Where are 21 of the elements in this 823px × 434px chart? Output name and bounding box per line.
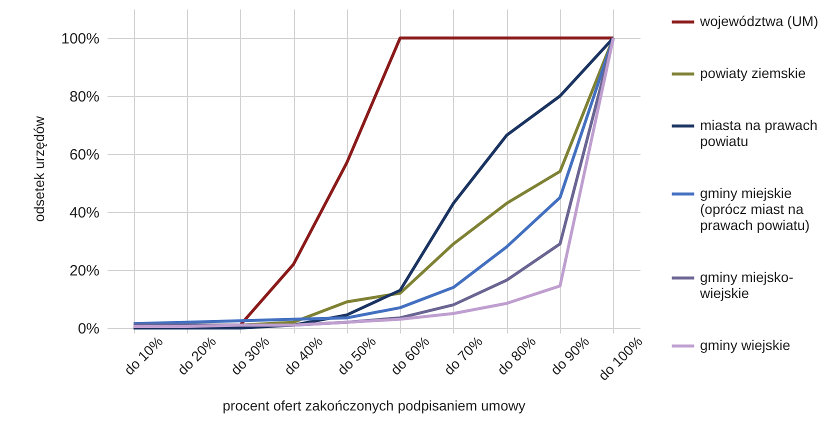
y-tick-label: 80%	[69, 88, 100, 106]
x-tick-label: do 60%	[387, 333, 432, 378]
y-axis-title: odsetek urzędów	[31, 115, 48, 222]
x-tick-label: do 70%	[440, 333, 486, 378]
legend-label: gminy wiejskie	[700, 337, 790, 353]
y-tick-label: 0%	[78, 320, 100, 338]
x-tick-label: do 90%	[547, 333, 592, 378]
legend-label: gminy miejsko-wiejskie	[699, 269, 794, 301]
y-tick-label: 20%	[69, 262, 100, 280]
x-axis-title: procent ofert zakończonych podpisaniem umowy	[222, 398, 526, 414]
legend-label: powiaty ziemskie	[700, 65, 806, 81]
y-tick-label: 40%	[69, 204, 100, 222]
legend-label: gminy miejskie (oprócz miast na prawach powiatu)	[700, 185, 810, 233]
x-tick-label: do 50%	[334, 333, 379, 378]
y-tick-label: 60%	[69, 146, 100, 164]
legend-label: województwa (UM)	[699, 13, 818, 29]
y-tick-label: 100%	[61, 30, 100, 48]
x-tick-label: do 80%	[494, 333, 539, 378]
x-tick-label: do 30%	[227, 333, 272, 378]
x-tick-label: do 40%	[280, 333, 326, 378]
legend-label: miasta na prawach powiatu	[700, 117, 818, 149]
